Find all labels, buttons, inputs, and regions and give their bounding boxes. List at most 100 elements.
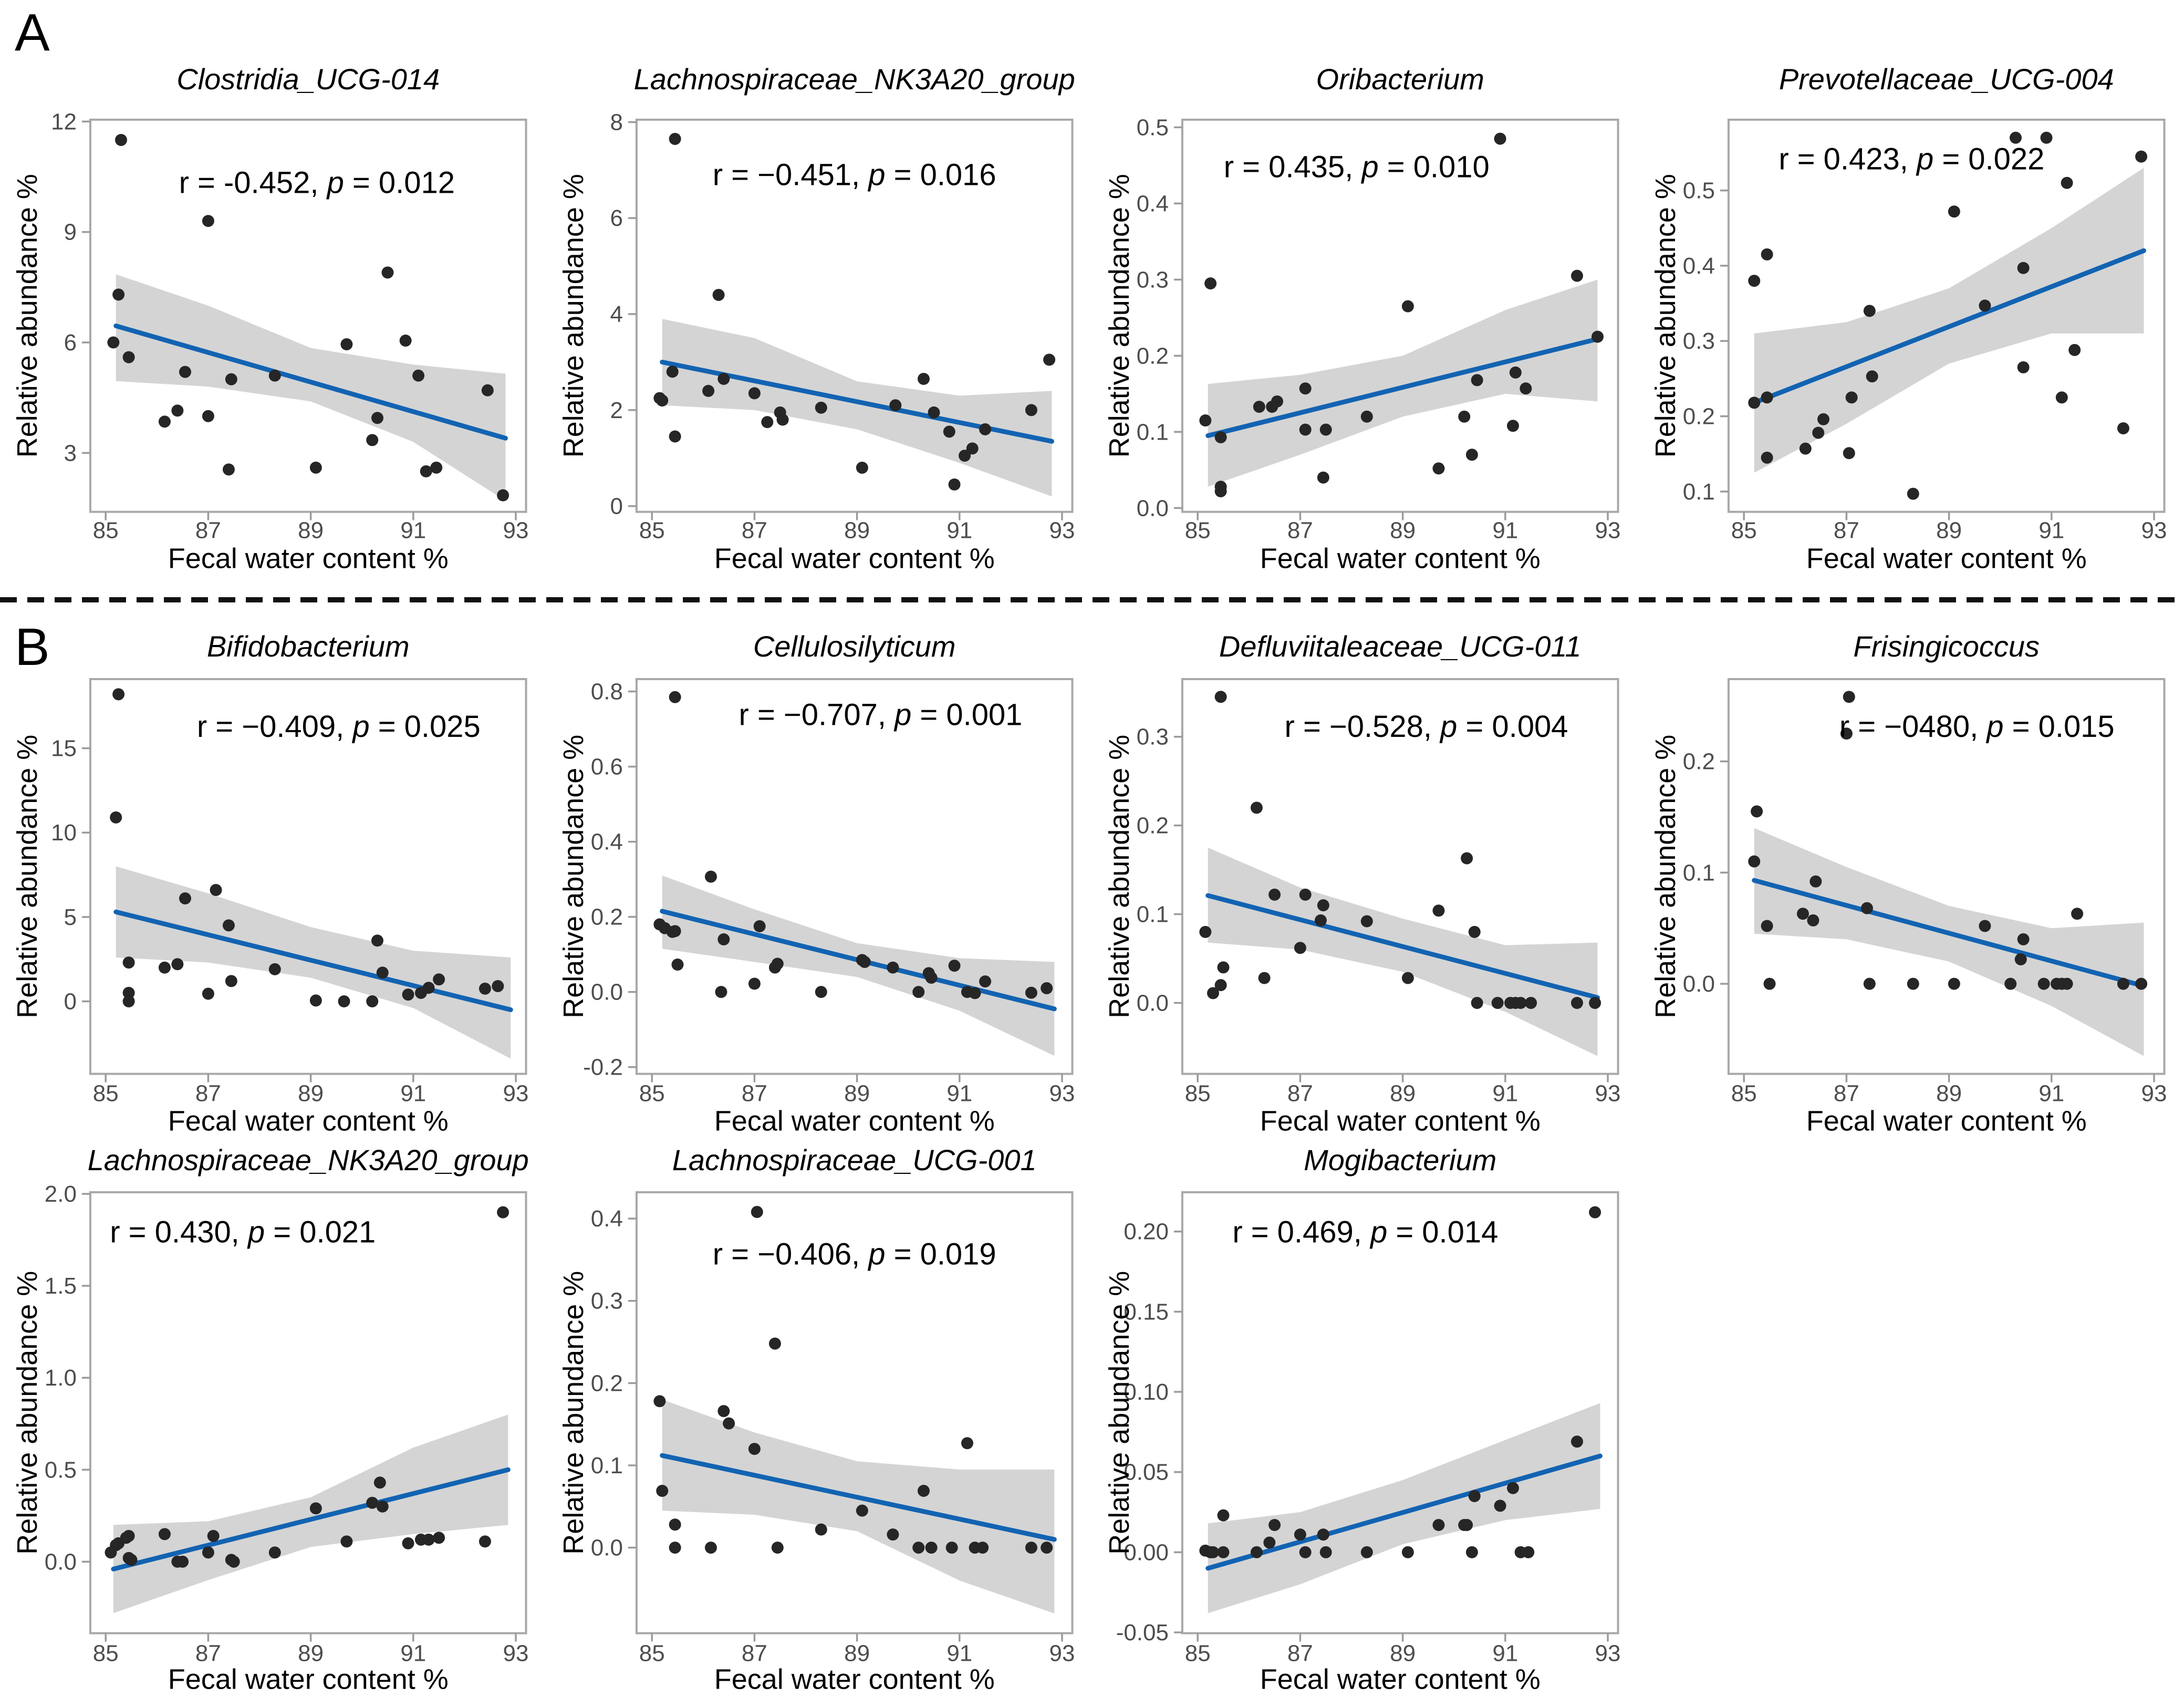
x-tick-label: 85 <box>639 518 664 544</box>
data-point <box>1471 374 1483 387</box>
x-tick-label: 91 <box>947 518 972 544</box>
regression-line <box>1205 336 1600 439</box>
plot-area <box>1199 691 1601 1056</box>
data-point <box>1761 248 1773 261</box>
data-point <box>2040 131 2053 144</box>
y-tick-label: 6 <box>610 205 622 231</box>
data-point <box>399 335 412 347</box>
data-point <box>961 1437 973 1450</box>
data-point <box>1319 423 1332 436</box>
data-point <box>202 410 214 422</box>
x-axis-label: Fecal water content % <box>714 1106 994 1137</box>
correlation-annotation: r = 0.469, p = 0.014 <box>1232 1216 1498 1250</box>
plot-area <box>1748 131 2147 500</box>
y-tick-label: 5 <box>64 904 76 930</box>
panel-title: Mogibacterium <box>1304 1143 1496 1177</box>
data-point <box>1253 400 1265 413</box>
x-tick-label: 91 <box>400 518 426 544</box>
data-point <box>704 870 717 883</box>
data-point <box>176 1555 189 1568</box>
panel-frame <box>635 1191 1074 1634</box>
data-point <box>122 351 135 363</box>
data-point <box>1748 275 1760 287</box>
data-point <box>815 401 827 414</box>
data-point <box>776 413 789 426</box>
data-point <box>1025 404 1037 417</box>
x-tick-label: 87 <box>741 518 767 544</box>
data-point <box>1317 1528 1329 1541</box>
data-point <box>748 977 761 990</box>
data-point <box>1432 462 1445 475</box>
x-tick-label: 89 <box>1390 518 1416 544</box>
data-point <box>222 919 235 932</box>
data-point <box>122 956 135 969</box>
x-axis-label: Fecal water content % <box>168 1106 449 1137</box>
data-point <box>381 266 394 279</box>
data-point <box>948 478 961 491</box>
data-point <box>1571 996 1583 1009</box>
x-tick-label: 85 <box>639 1641 664 1667</box>
data-point <box>1294 942 1306 954</box>
plot-area <box>653 1206 1057 1613</box>
data-point <box>1465 449 1478 461</box>
data-point <box>948 960 961 972</box>
y-tick-label: 0.5 <box>1137 114 1169 140</box>
x-tick-label: 91 <box>947 1641 972 1667</box>
y-tick-label: 0.2 <box>590 904 622 930</box>
regression-line <box>1205 893 1600 1000</box>
correlation-annotation: r = -0.452, p = 0.012 <box>179 166 455 200</box>
data-point <box>2117 422 2129 434</box>
x-tick-label: 93 <box>1049 1641 1075 1667</box>
y-tick-label: -0.2 <box>583 1055 623 1080</box>
panel-title: Oribacterium <box>1316 63 1484 96</box>
data-point <box>1491 996 1504 1009</box>
data-point <box>268 1546 281 1559</box>
data-point <box>1250 801 1263 814</box>
data-point <box>702 384 714 397</box>
data-point <box>1748 855 1760 868</box>
data-point <box>1468 925 1481 938</box>
x-tick-label: 91 <box>1492 1641 1518 1667</box>
y-tick-label: 0.3 <box>1682 328 1714 354</box>
data-point <box>917 1485 930 1497</box>
data-point <box>340 1535 353 1548</box>
data-point <box>179 892 191 905</box>
data-point <box>1214 979 1227 992</box>
y-tick-label: 0.1 <box>1137 902 1169 928</box>
data-point <box>1761 920 1773 932</box>
data-point <box>815 986 827 998</box>
data-point <box>202 1546 214 1559</box>
x-tick-label: 89 <box>844 518 870 544</box>
x-tick-label: 91 <box>947 1081 972 1107</box>
confidence-band <box>116 274 506 501</box>
data-point <box>2009 131 2022 144</box>
data-point <box>886 961 899 974</box>
y-tick-label: 1.0 <box>45 1365 77 1391</box>
scatter-panel: 0.0 0.1 0.2 0.3 85 87 89 91 93 Defluviitaleaceae_… <box>1104 630 1620 1137</box>
x-tick-label: 85 <box>93 1641 119 1667</box>
data-point <box>338 995 350 1007</box>
x-tick-label: 89 <box>1390 1641 1416 1667</box>
y-tick-label: 0.2 <box>1137 343 1169 369</box>
data-point <box>1040 982 1053 995</box>
data-point <box>889 399 901 412</box>
y-tick-label: 15 <box>51 736 77 762</box>
data-point <box>112 688 125 701</box>
correlation-annotation: r = −0.451, p = 0.016 <box>712 158 996 192</box>
data-point <box>858 955 871 968</box>
data-point <box>2017 361 2030 373</box>
y-tick-label: 12 <box>51 109 77 134</box>
data-point <box>1748 397 1760 409</box>
data-point <box>958 450 971 462</box>
correlation-annotation: r = 0.430, p = 0.021 <box>110 1216 376 1250</box>
panel-frame <box>1181 1191 1619 1634</box>
y-axis-label: Relative abundance % <box>1649 174 1681 457</box>
data-point <box>227 1555 240 1568</box>
data-point <box>1843 691 1855 703</box>
data-point <box>768 1337 781 1350</box>
y-tick-label: 0.1 <box>1137 419 1169 445</box>
panel-title: Clostridia_UCG-014 <box>176 63 440 96</box>
data-point <box>309 461 322 474</box>
x-tick-label: 87 <box>195 1641 221 1667</box>
